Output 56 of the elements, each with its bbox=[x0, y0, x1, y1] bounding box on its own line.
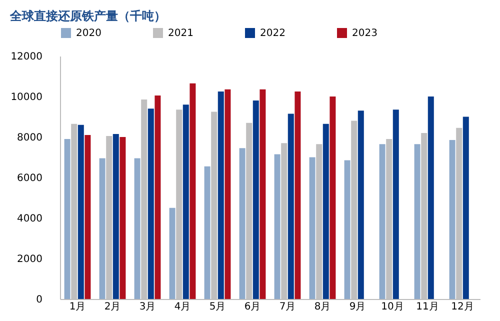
bar bbox=[392, 110, 399, 299]
bar bbox=[294, 91, 301, 299]
x-tick-label: 4月 bbox=[174, 302, 191, 312]
bar bbox=[288, 114, 294, 299]
y-tick-label: 4000 bbox=[17, 214, 42, 224]
y-tick-label: 6000 bbox=[17, 173, 42, 184]
x-tick-label: 9月 bbox=[349, 302, 366, 312]
bar bbox=[154, 95, 161, 299]
legend-label: 2023 bbox=[352, 28, 378, 39]
bar bbox=[204, 166, 210, 299]
y-tick-label: 2000 bbox=[17, 254, 42, 265]
bar bbox=[120, 137, 126, 299]
bar bbox=[260, 89, 266, 299]
bar bbox=[99, 158, 106, 299]
bar bbox=[169, 208, 176, 299]
x-tick-label: 11月 bbox=[416, 302, 439, 312]
bar bbox=[428, 96, 434, 299]
bar bbox=[84, 134, 91, 299]
bar bbox=[112, 134, 119, 299]
x-tick-label: 8月 bbox=[314, 302, 331, 312]
bar bbox=[344, 160, 350, 299]
x-tick-label: 6月 bbox=[244, 302, 261, 312]
x-tick-label: 5月 bbox=[209, 302, 226, 312]
bar bbox=[64, 139, 70, 299]
bar bbox=[379, 144, 386, 299]
x-tick-label: 3月 bbox=[139, 302, 156, 312]
y-tick-label: 8000 bbox=[17, 132, 42, 144]
bar bbox=[358, 110, 364, 299]
y-tick-label: 0 bbox=[36, 294, 42, 306]
bar bbox=[78, 124, 84, 299]
legend-label: 2021 bbox=[168, 28, 194, 39]
x-tick-label: 12月 bbox=[451, 302, 474, 312]
bar bbox=[309, 157, 316, 299]
legend-label: 2022 bbox=[260, 28, 286, 39]
bar bbox=[414, 144, 420, 299]
bar bbox=[224, 89, 231, 299]
chart-title: 全球直接还原铁产量（千吨） bbox=[9, 9, 166, 23]
x-tick-label: 10月 bbox=[381, 302, 404, 312]
bar bbox=[322, 124, 329, 299]
legend-label: 2020 bbox=[76, 28, 102, 39]
bar bbox=[134, 158, 140, 299]
x-tick-label: 1月 bbox=[69, 302, 86, 312]
bar bbox=[330, 96, 336, 299]
bar bbox=[462, 116, 469, 299]
bar bbox=[252, 100, 259, 299]
y-tick-label: 12000 bbox=[10, 52, 42, 62]
bar bbox=[190, 83, 196, 299]
bar bbox=[239, 148, 246, 299]
x-tick-label: 7月 bbox=[279, 302, 296, 312]
y-tick-label: 10000 bbox=[10, 92, 42, 103]
bar bbox=[449, 140, 456, 299]
bar bbox=[218, 91, 224, 299]
bar bbox=[274, 154, 280, 299]
x-tick-label: 2月 bbox=[104, 302, 121, 312]
bar bbox=[182, 104, 189, 299]
bar bbox=[148, 108, 154, 299]
